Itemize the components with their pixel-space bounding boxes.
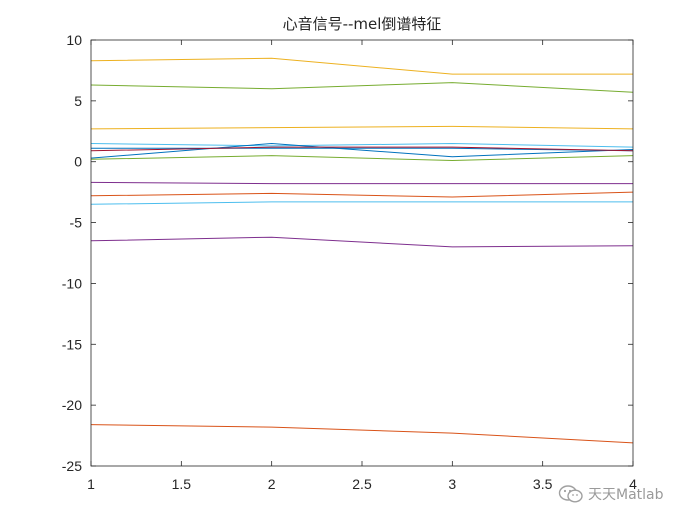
y-tick-label: -5 bbox=[70, 215, 83, 231]
series-line-7 bbox=[90, 146, 634, 152]
x-tick-label: 4 bbox=[629, 476, 637, 492]
y-tick-label: -10 bbox=[62, 275, 82, 291]
series-line-13 bbox=[90, 424, 634, 444]
y-tick-label: 10 bbox=[66, 32, 82, 48]
series-line-6 bbox=[91, 147, 634, 152]
x-tick-label: 3 bbox=[448, 476, 456, 492]
series-line-12 bbox=[90, 236, 634, 248]
x-tick-label: 2.5 bbox=[352, 476, 372, 492]
watermark: 天天Matlab bbox=[558, 484, 664, 504]
series-line-10 bbox=[90, 191, 634, 198]
x-tick-label: 1 bbox=[87, 476, 95, 492]
y-tick-label: -15 bbox=[62, 336, 82, 352]
x-tick-label: 1.5 bbox=[172, 476, 192, 492]
y-tick-label: -20 bbox=[62, 397, 82, 413]
series-line-5 bbox=[90, 142, 634, 159]
watermark-text: 天天Matlab bbox=[588, 487, 664, 503]
series-line-1 bbox=[90, 57, 633, 75]
series-line-9 bbox=[90, 181, 633, 185]
series-line-4 bbox=[90, 142, 634, 148]
series-line-8 bbox=[90, 155, 634, 162]
y-tick-label: -25 bbox=[62, 458, 82, 474]
series-layer bbox=[90, 57, 634, 444]
y-tick-label: 5 bbox=[74, 93, 82, 109]
x-tick-label: 3.5 bbox=[533, 476, 553, 492]
chart-title: 心音信号--mel倒谱特征 bbox=[283, 15, 442, 33]
plot-frame bbox=[90, 39, 634, 467]
series-line-2 bbox=[90, 82, 634, 93]
y-tick-label: 0 bbox=[74, 154, 82, 170]
series-line-3 bbox=[90, 125, 634, 130]
series-line-11 bbox=[90, 201, 633, 205]
x-tick-label: 2 bbox=[268, 476, 276, 492]
wechat-icon bbox=[558, 485, 583, 503]
axes-layer: 1 1.5 2 2.5 3 3.5 4 10 5 0 -5 -10 -15 -20 -25 bbox=[62, 32, 637, 492]
